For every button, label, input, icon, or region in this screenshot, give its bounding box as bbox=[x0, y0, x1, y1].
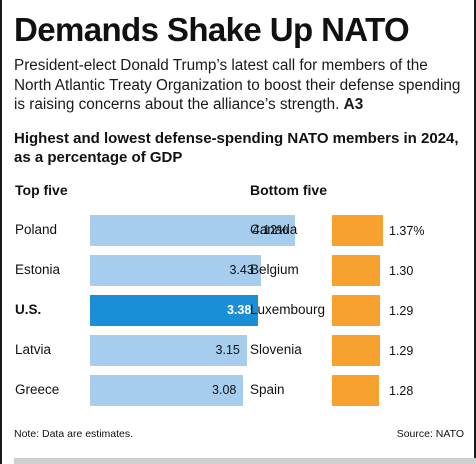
bar-greece bbox=[90, 375, 244, 406]
bar-label-greece: Greece bbox=[15, 382, 60, 397]
bar-label-poland: Poland bbox=[15, 222, 58, 237]
page-reference: A3 bbox=[343, 96, 364, 113]
bar-value-canada: 1.37% bbox=[389, 224, 425, 238]
bar-label-spain: Spain bbox=[250, 382, 285, 397]
bar-value-slovenia: 1.29 bbox=[389, 344, 414, 358]
bar-belgium bbox=[332, 255, 381, 286]
bar-value-belgium: 1.30 bbox=[389, 264, 414, 278]
bar-value-spain: 1.28 bbox=[389, 384, 414, 398]
bar-label-luxembourg: Luxembourg bbox=[250, 302, 326, 317]
bar-value-u-s: 3.38 bbox=[226, 303, 252, 317]
bar-slovenia bbox=[332, 335, 380, 366]
bar-label-belgium: Belgium bbox=[250, 262, 299, 277]
frame-left-border bbox=[0, 0, 2, 464]
chart-title: Highest and lowest defense-spending NATO… bbox=[14, 130, 459, 166]
chart-source: Source: NATO bbox=[396, 428, 464, 440]
bar-value-greece: 3.08 bbox=[212, 383, 237, 397]
bar-canada bbox=[332, 215, 383, 246]
bar-value-estonia: 3.43 bbox=[229, 263, 254, 277]
bar-label-estonia: Estonia bbox=[15, 262, 61, 277]
bar-estonia bbox=[90, 255, 261, 286]
group-title-top-five: Top five bbox=[15, 182, 68, 198]
bar-value-poland: 4.12% bbox=[252, 223, 289, 237]
chart-note: Note: Data are estimates. bbox=[14, 428, 134, 440]
bar-luxembourg bbox=[332, 295, 380, 326]
bar-value-luxembourg: 1.29 bbox=[389, 304, 414, 318]
bar-label-u-s: U.S. bbox=[15, 302, 42, 317]
bar-value-latvia: 3.15 bbox=[215, 343, 240, 357]
bar-poland bbox=[90, 215, 296, 246]
bar-u-s bbox=[90, 295, 259, 326]
bar-label-slovenia: Slovenia bbox=[250, 342, 302, 357]
group-title-bottom-five: Bottom five bbox=[250, 182, 327, 198]
dek-text: President-elect Donald Trump’s latest ca… bbox=[14, 56, 464, 115]
frame-bottom-rule bbox=[14, 458, 476, 464]
frame-right-border bbox=[474, 0, 476, 464]
bar-label-latvia: Latvia bbox=[15, 342, 52, 357]
bar-spain bbox=[332, 375, 380, 406]
bar-label-canada: Canada bbox=[250, 222, 298, 237]
dek-body: President-elect Donald Trump’s latest ca… bbox=[14, 57, 461, 113]
bar-latvia bbox=[90, 335, 247, 366]
headline: Demands Shake Up NATO bbox=[14, 11, 410, 48]
